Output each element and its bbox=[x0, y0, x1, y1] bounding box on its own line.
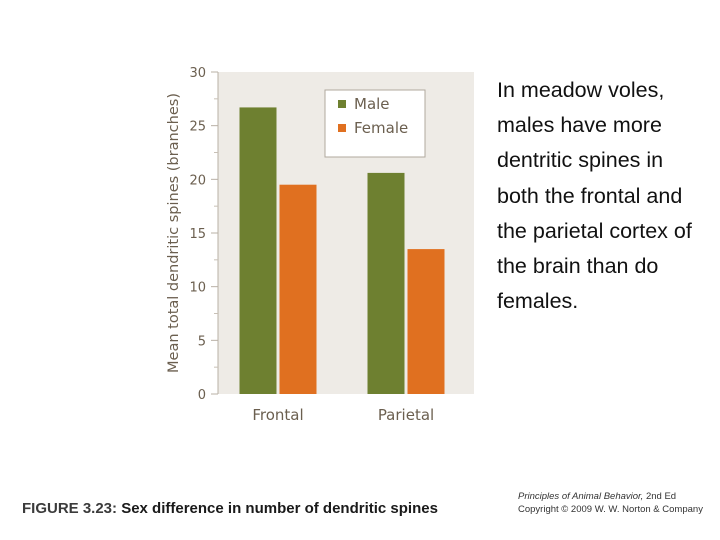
bar-male-parietal bbox=[367, 172, 405, 394]
y-axis-ticks: 0 5 10 15 20 25 30 bbox=[189, 66, 218, 403]
figure-title: Sex difference in number of dendritic sp… bbox=[117, 500, 438, 517]
y-tick-label: 0 bbox=[198, 388, 206, 403]
x-tick-label: Parietal bbox=[378, 406, 434, 424]
legend-label-female: Female bbox=[354, 119, 408, 137]
y-axis-title: Mean total dendritic spines (branches) bbox=[166, 93, 182, 373]
x-axis-labels: Frontal Parietal bbox=[252, 406, 434, 424]
bar-female-parietal bbox=[407, 249, 445, 394]
description-text: In meadow voles, males have more dentrit… bbox=[497, 78, 692, 314]
y-tick-label: 30 bbox=[189, 66, 206, 81]
figure-caption: FIGURE 3.23: Sex difference in number of… bbox=[22, 500, 438, 517]
y-tick-label: 5 bbox=[198, 334, 206, 349]
copyright-line: Copyright © 2009 W. W. Norton & Company bbox=[518, 503, 703, 515]
x-tick-label: Frontal bbox=[252, 406, 303, 424]
y-tick-label: 20 bbox=[189, 173, 206, 188]
legend: Male Female bbox=[324, 89, 426, 158]
bars bbox=[239, 107, 445, 395]
book-title: Principles of Animal Behavior, bbox=[518, 491, 644, 502]
y-tick-label: 15 bbox=[189, 227, 206, 242]
copyright-credit: Principles of Animal Behavior, 2nd Ed Co… bbox=[518, 491, 708, 516]
legend-swatch-female bbox=[338, 124, 346, 132]
y-tick-label: 25 bbox=[189, 120, 206, 135]
legend-swatch-male bbox=[338, 100, 346, 108]
book-edition: 2nd Ed bbox=[643, 491, 677, 502]
bar-female-frontal bbox=[279, 184, 317, 394]
book-line: Principles of Animal Behavior, 2nd Ed bbox=[518, 491, 708, 504]
legend-label-male: Male bbox=[354, 95, 390, 113]
bar-chart: 0 5 10 15 20 25 30 Frontal Parietal Mean total … bbox=[166, 66, 474, 424]
figure-number: FIGURE 3.23: bbox=[22, 500, 118, 517]
y-tick-label: 10 bbox=[189, 281, 206, 296]
bar-male-frontal bbox=[239, 107, 277, 395]
